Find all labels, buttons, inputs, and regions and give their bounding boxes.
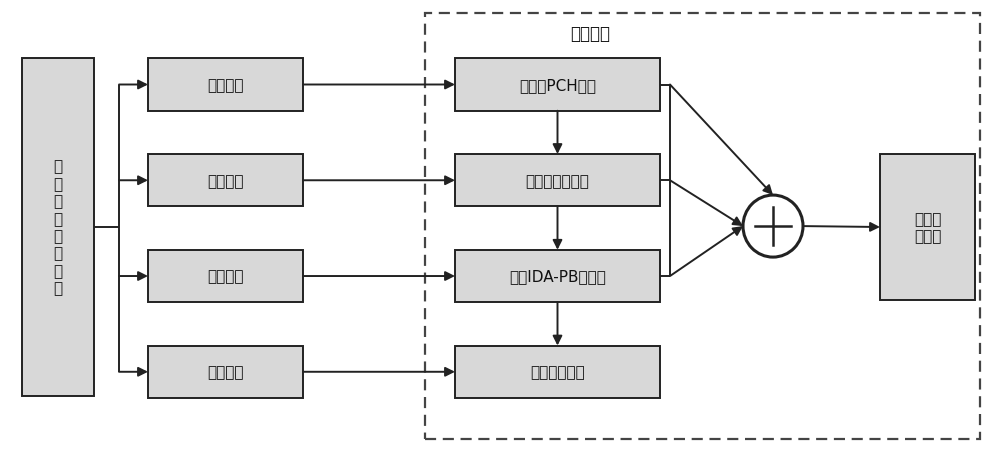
Text: 能
量
成
型
控
制
策
略: 能 量 成 型 控 制 策 略 — [53, 159, 63, 296]
Ellipse shape — [743, 196, 803, 258]
Text: 设计目标: 设计目标 — [207, 173, 244, 188]
Text: 设计步骤: 设计步骤 — [570, 25, 610, 43]
Bar — [22, 59, 94, 396]
Text: 设计IDA-PB控制器: 设计IDA-PB控制器 — [509, 269, 606, 284]
Text: 参数整形: 参数整形 — [207, 269, 244, 284]
Bar — [880, 155, 975, 300]
Bar — [455, 155, 660, 207]
Bar — [148, 155, 303, 207]
Bar — [148, 250, 303, 303]
Text: 数学建模: 数学建模 — [207, 78, 244, 93]
Text: 求取期望平衡点: 求取期望平衡点 — [526, 173, 589, 188]
Text: 高性能
整流器: 高性能 整流器 — [914, 211, 941, 244]
Bar — [455, 59, 660, 111]
Text: 仿真模型: 仿真模型 — [207, 364, 244, 379]
Text: 整流器PCH模型: 整流器PCH模型 — [519, 78, 596, 93]
Bar — [148, 346, 303, 398]
Bar — [455, 250, 660, 303]
Text: 仿真实验验证: 仿真实验验证 — [530, 364, 585, 379]
Bar — [148, 59, 303, 111]
Bar — [425, 14, 980, 439]
Bar — [455, 346, 660, 398]
